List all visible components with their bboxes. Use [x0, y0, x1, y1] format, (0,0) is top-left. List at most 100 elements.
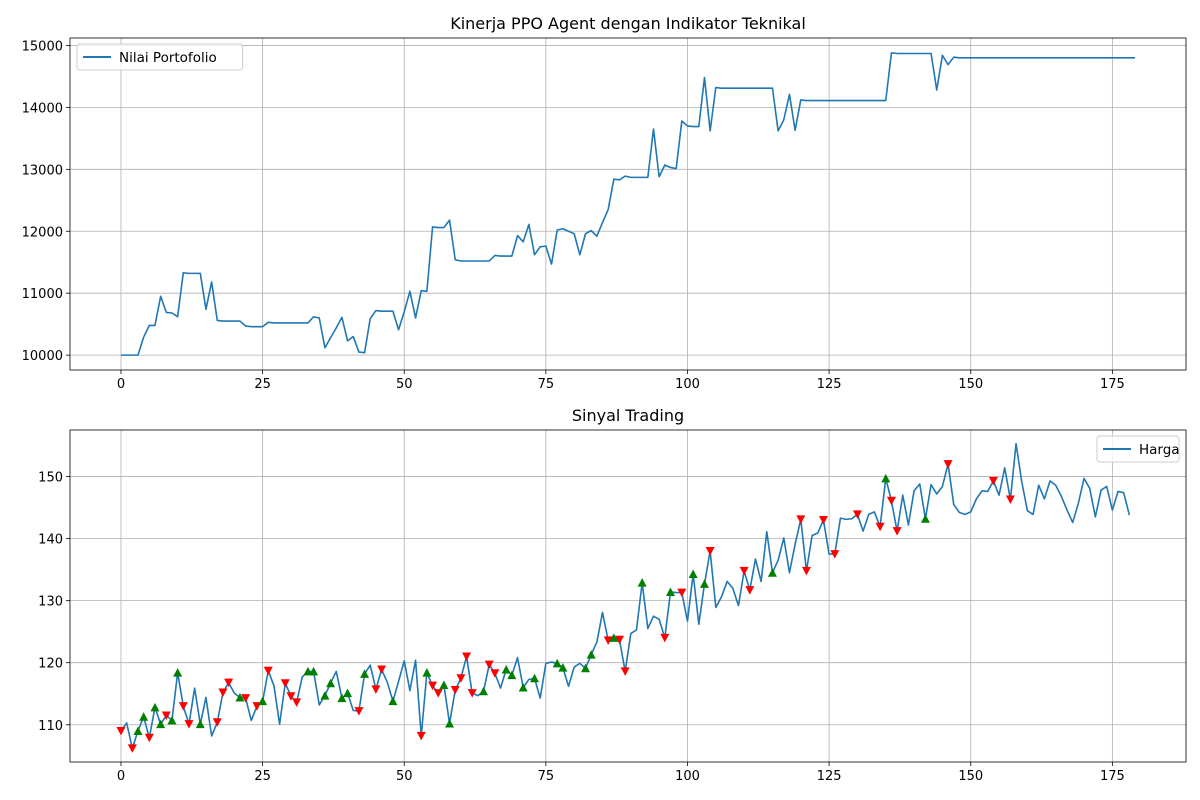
portfolio-legend: Nilai Portofolio [76, 43, 244, 71]
sell-signal-marker [116, 726, 126, 736]
buy-signal-marker [637, 578, 647, 587]
legend-box [1096, 435, 1180, 463]
sell-signal-marker [620, 667, 630, 676]
x-tick-label: 125 [817, 377, 842, 392]
buy-signal-marker [609, 633, 619, 642]
buy-signal-marker [133, 726, 143, 735]
buy-signal-marker [530, 673, 540, 683]
x-tick-label: 0 [117, 377, 125, 392]
sell-signal-marker [462, 652, 472, 662]
legend-box [76, 43, 244, 71]
sell-signal-marker [943, 460, 953, 469]
buy-signal-marker [388, 696, 398, 706]
sell-signal-marker [292, 698, 302, 707]
buy-signal-marker [518, 683, 528, 692]
sell-signal-marker [456, 674, 466, 683]
x-tick-label: 150 [958, 377, 983, 392]
x-tick-label: 100 [675, 377, 700, 392]
buy-signal-marker [150, 702, 160, 712]
buy-signal-marker [326, 678, 336, 688]
sell-signal-marker [144, 733, 154, 743]
y-tick-label: 14000 [22, 101, 63, 116]
buy-signal-marker [139, 712, 149, 721]
sell-signal-marker [127, 744, 137, 753]
portfolio-chart: 0 25 50 75 100 125 150 175 10000 11000 12000 13000 1… [22, 14, 1187, 392]
buy-signal-marker [920, 514, 930, 523]
sell-signal-marker [705, 547, 715, 556]
buy-signal-marker [558, 663, 568, 672]
buy-signal-marker [156, 719, 166, 729]
portfolio-series [120, 52, 1136, 356]
x-tick-label: 125 [817, 769, 842, 784]
sell-signal-marker [484, 660, 494, 670]
buy-signal-marker [552, 658, 562, 668]
buy-signal-marker [586, 650, 596, 659]
sell-signal-marker [603, 636, 613, 645]
buy-signal-marker [507, 670, 517, 680]
price-grid [70, 430, 1186, 762]
sell-signal-marker [830, 550, 840, 559]
y-tick-label: 11000 [22, 287, 63, 302]
sell-signal-marker [852, 510, 862, 519]
x-tick-label: 100 [675, 769, 700, 784]
sell-signal-marker [490, 669, 500, 678]
x-tick-label: 50 [396, 377, 413, 392]
sell-signal-marker [875, 522, 885, 532]
buy-signal-marker [343, 688, 353, 698]
y-tick-label: 120 [38, 657, 63, 672]
x-tick-label: 175 [1100, 769, 1125, 784]
buy-signal-marker [320, 691, 330, 700]
x-tick-label: 50 [396, 769, 413, 784]
buy-signal-marker [309, 666, 319, 676]
portfolio-plot-frame [69, 37, 1187, 371]
portfolio-ticks: 0 25 50 75 100 125 150 175 10000 11000 12000 13000 1… [22, 39, 1125, 392]
sell-signal-marker [988, 476, 998, 486]
buy-signal-marker [581, 663, 591, 673]
buy-signal-marker [195, 719, 205, 729]
sell-signal-marker [178, 702, 188, 711]
sell-signal-marker [184, 720, 194, 729]
y-tick-label: 13000 [22, 163, 63, 178]
sell-signal-marker [161, 711, 171, 720]
sell-signal-marker [354, 707, 364, 716]
buy-signal-marker [235, 692, 245, 702]
buy-signal-marker [360, 669, 370, 678]
legend-label-portfolio: Nilai Portofolio [119, 50, 217, 66]
buy-signal-marker [767, 568, 777, 577]
sell-signal-marker [286, 692, 296, 701]
buy-signal-marker [258, 696, 268, 706]
sell-signal-marker [263, 666, 273, 676]
sell-signal-marker [212, 718, 222, 727]
buy-signal-marker [479, 686, 489, 696]
y-tick-label: 15000 [22, 39, 63, 54]
x-tick-label: 150 [958, 769, 983, 784]
sell-signal-marker [796, 515, 806, 524]
y-tick-label: 140 [38, 533, 63, 548]
sell-signal-marker [428, 681, 438, 691]
buy-signal-marker [501, 665, 511, 674]
buy-signal-marker [303, 666, 313, 676]
sell-signal-marker [801, 566, 811, 576]
sell-signal-marker [1005, 495, 1015, 505]
price-ticks: 0 25 50 75 100 125 150 175 110 120 130 140 150 [38, 471, 1125, 784]
sell-signal-marker [280, 679, 290, 688]
sell-signal-marker [371, 685, 381, 694]
sell-signal-marker [377, 665, 387, 675]
buy-signal-marker [422, 668, 432, 677]
buy-signal-marker [167, 715, 177, 725]
x-tick-label: 75 [538, 769, 555, 784]
y-tick-label: 12000 [22, 225, 63, 240]
sell-signal-marker [745, 586, 755, 595]
trading-chart-title: Sinyal Trading [572, 406, 684, 425]
sell-signal-marker [416, 731, 426, 741]
signal-markers [116, 460, 1015, 753]
x-tick-label: 0 [117, 769, 125, 784]
buy-signal-marker [337, 693, 347, 703]
price-legend: Harga [1096, 435, 1180, 463]
buy-signal-marker [439, 680, 449, 690]
y-tick-label: 130 [38, 595, 63, 610]
sell-signal-marker [818, 515, 828, 525]
sell-signal-marker [467, 689, 477, 698]
